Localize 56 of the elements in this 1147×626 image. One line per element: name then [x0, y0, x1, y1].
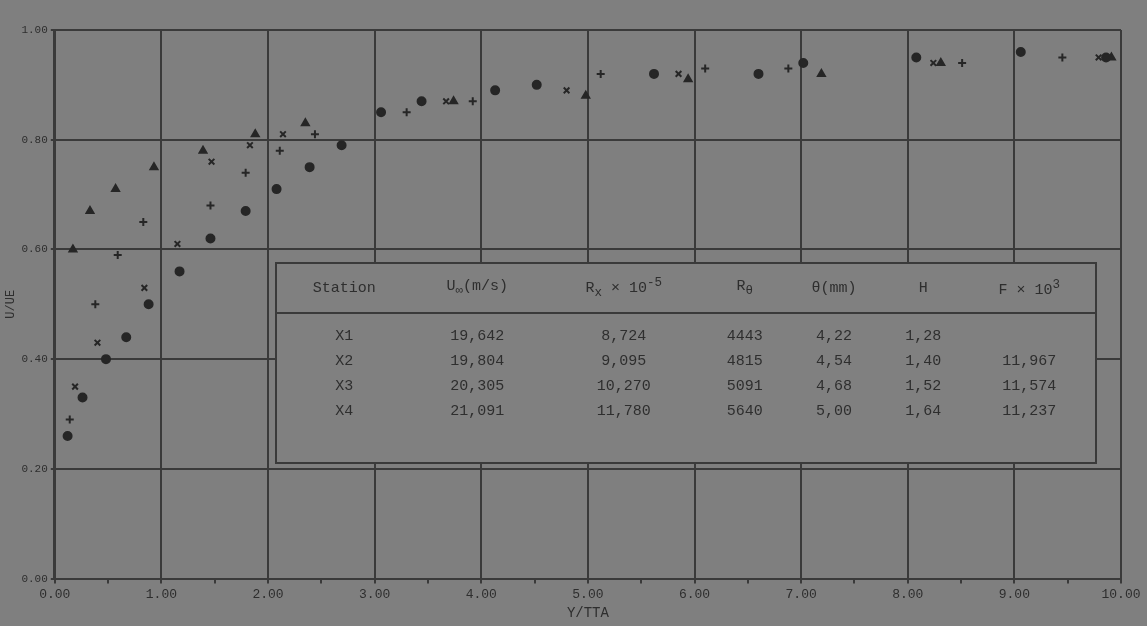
- x-tick-label: 1.00: [145, 586, 178, 602]
- point: [753, 68, 764, 79]
- point: [416, 96, 427, 107]
- point: [68, 244, 78, 253]
- point: [85, 206, 95, 215]
- point: [683, 74, 693, 83]
- point: [121, 332, 132, 343]
- point: [562, 86, 571, 95]
- point: [250, 129, 260, 138]
- x-tick-label: 4.00: [465, 586, 497, 602]
- point: [77, 392, 88, 403]
- point: [531, 79, 542, 90]
- point: [490, 85, 501, 96]
- point: [1015, 46, 1026, 57]
- y-tick-label: 0.80: [21, 133, 48, 146]
- x-axis-title: Y/TTA: [566, 605, 610, 622]
- point: [649, 68, 660, 79]
- point: [581, 90, 591, 99]
- point: [300, 118, 310, 127]
- y-tick-label: 0.60: [21, 243, 48, 256]
- y-tick-label: 0.00: [21, 572, 48, 585]
- y-tick-label: 0.20: [21, 462, 48, 475]
- x-tick-label: 2.00: [252, 586, 284, 602]
- point: [207, 157, 216, 166]
- x-tick-label: 6.00: [678, 586, 711, 602]
- point: [449, 96, 459, 105]
- table-card: Station U$_{∞}$(m/s) R$_{x}$ × 10$^{-5}$ R$_{θ}$ θ(mm) H F × 10$^{3}$ X1 19,642 8,724 4443 4,22 1,28 X2 19,804 9,095 4815 4,54 1,40 11,967 X3 20,305 10,270 5091 4,68 1,52 11,574 X4 21,091 11,780 5640 5,00 1,64 11,237: [275, 262, 1097, 464]
- point: [304, 162, 315, 173]
- y-tick-label: 1.00: [21, 23, 48, 36]
- point: [798, 57, 809, 68]
- point: [143, 299, 154, 310]
- point: [93, 338, 102, 347]
- point: [100, 354, 111, 365]
- point: [174, 266, 185, 277]
- y-axis-title: U/UE: [4, 289, 19, 319]
- x-tick-label: 5.00: [572, 586, 604, 602]
- x-tick-label: 8.00: [892, 586, 924, 602]
- point: [111, 184, 121, 193]
- point: [936, 57, 946, 66]
- point: [205, 233, 216, 244]
- x-tick-label: 0.00: [39, 586, 71, 602]
- point: [62, 430, 73, 441]
- x-tick-label: 9.00: [998, 586, 1030, 602]
- y-tick-label: 0.40: [21, 353, 48, 366]
- x-tick-label: 7.00: [785, 586, 817, 602]
- point: [816, 68, 826, 77]
- point: [336, 140, 347, 151]
- point: [911, 52, 922, 63]
- x-tick-label: 3.00: [359, 586, 391, 602]
- point: [376, 107, 387, 118]
- x-tick-label: 10.00: [1101, 586, 1141, 602]
- point: [240, 206, 251, 217]
- point: [271, 184, 282, 195]
- point: [149, 162, 159, 171]
- point: [674, 70, 683, 78]
- point: [198, 145, 208, 154]
